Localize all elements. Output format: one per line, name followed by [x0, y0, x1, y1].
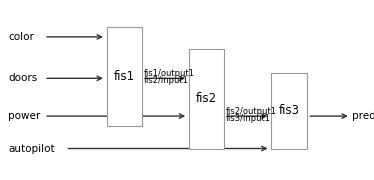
Text: fis1: fis1	[114, 70, 135, 83]
Text: doors: doors	[8, 73, 37, 83]
Text: fis2/output1: fis2/output1	[226, 107, 277, 116]
Bar	[189, 50, 224, 148]
Text: color: color	[8, 32, 34, 42]
Text: fis1/output1: fis1/output1	[144, 69, 194, 78]
Bar	[271, 73, 307, 148]
Text: power: power	[8, 111, 40, 121]
Text: autopilot: autopilot	[8, 143, 55, 154]
Text: fis2/input1: fis2/input1	[144, 76, 188, 86]
Bar	[107, 27, 142, 126]
Text: fis3/input1: fis3/input1	[226, 114, 271, 123]
Text: prediction: prediction	[352, 111, 374, 121]
Text: fis2: fis2	[196, 93, 217, 105]
Text: fis3: fis3	[278, 104, 300, 117]
